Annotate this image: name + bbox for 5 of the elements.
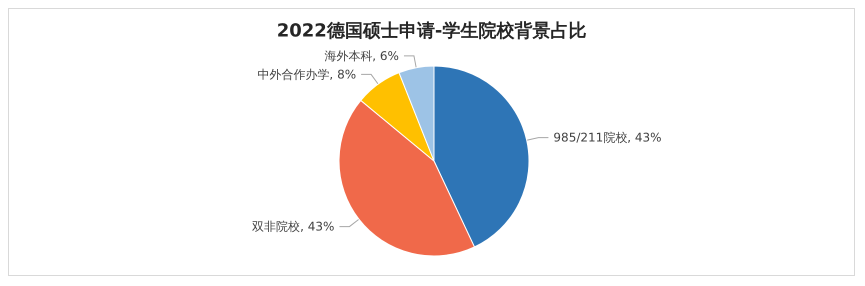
slice-label: 中外合作办学, 8%: [257, 67, 356, 82]
slice-label: 海外本科, 6%: [324, 48, 399, 63]
chart-title: 2022德国硕士申请-学生院校背景占比: [276, 20, 586, 42]
slice-label: 双非院校, 43%: [252, 220, 334, 234]
slice-label: 985/211院校, 43%: [553, 130, 662, 145]
